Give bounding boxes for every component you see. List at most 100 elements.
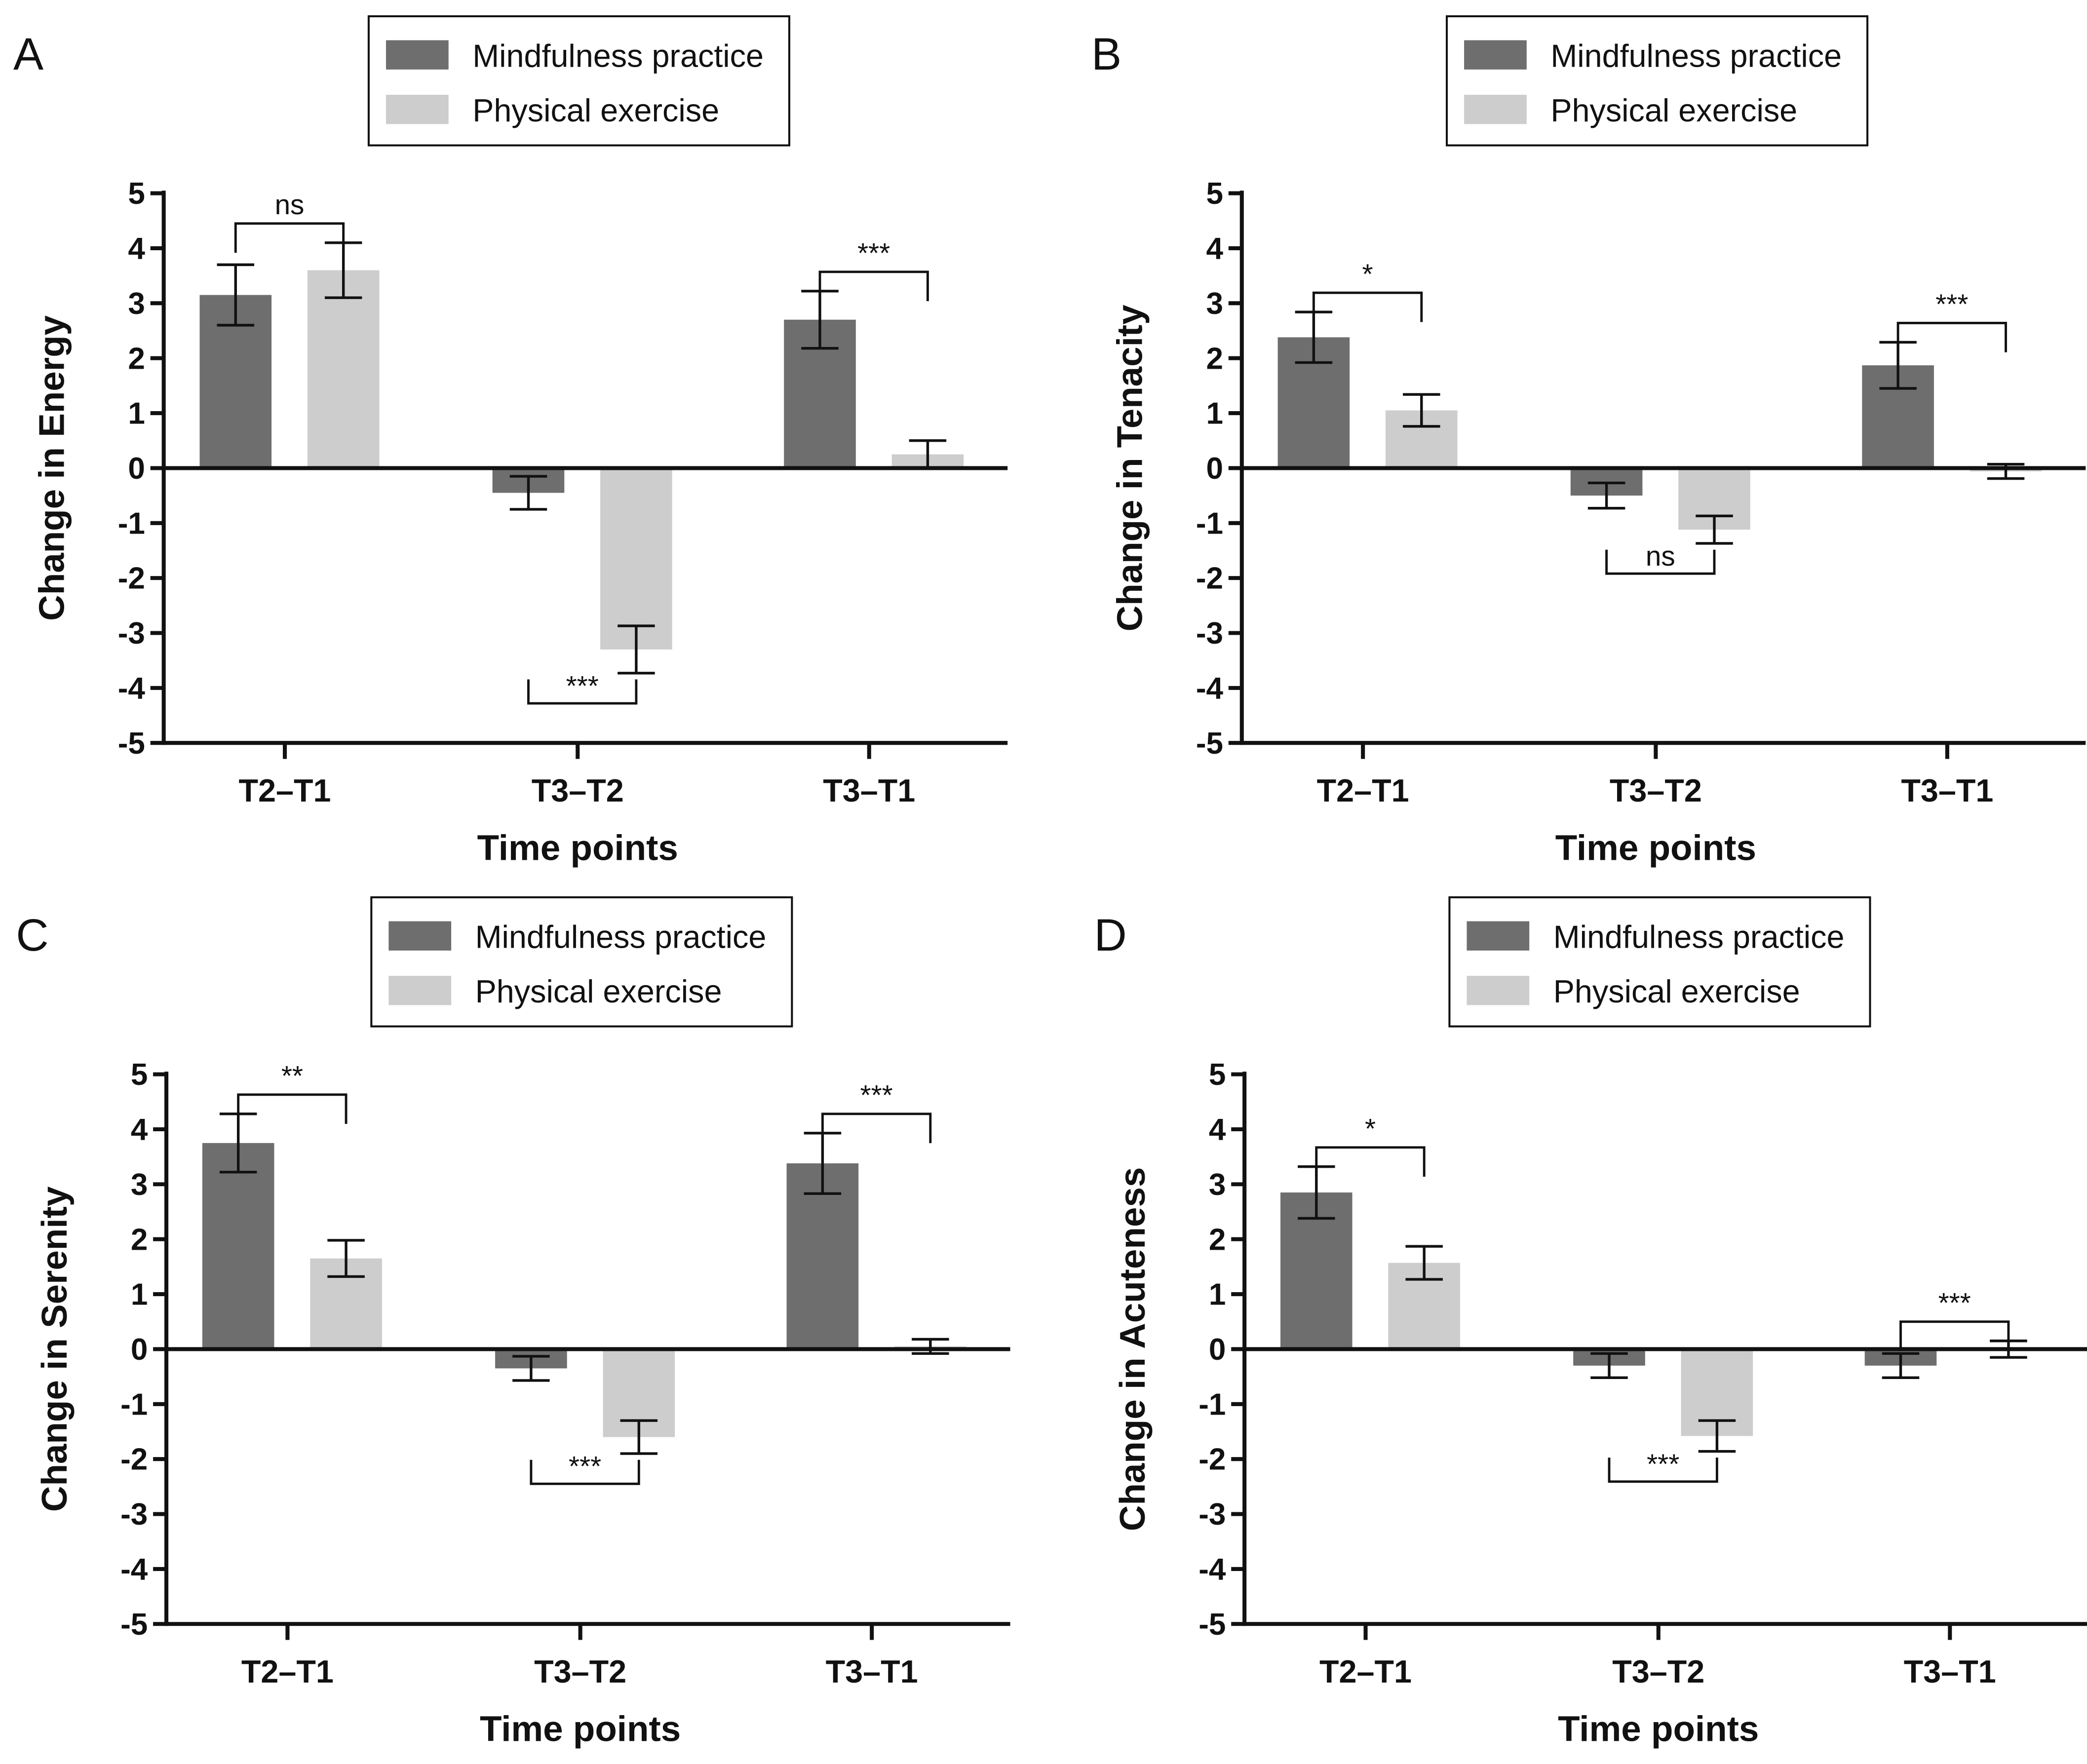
x-tick-label: T3–T1 <box>1904 1653 1996 1689</box>
significance-bracket <box>1315 1146 1426 1177</box>
y-tick-label: -4 <box>118 671 146 705</box>
legend-label-mindfulness: Mindfulness practice <box>1550 38 1842 74</box>
y-tick-label: -5 <box>1198 1608 1226 1642</box>
y-tick-label: 4 <box>128 232 145 266</box>
y-tick-label: 0 <box>131 1333 148 1367</box>
y-tick-label: -2 <box>1196 562 1223 596</box>
significance-bracket <box>527 679 638 705</box>
panel-b: B Mindfulness practice Physical exercise 5 4… <box>1091 15 2086 868</box>
y-tick-label: 4 <box>1206 232 1224 266</box>
legend-box <box>370 896 793 1028</box>
y-tick-label: 1 <box>128 397 145 431</box>
y-tick-label: 2 <box>1209 1223 1226 1257</box>
y-tick-label: 0 <box>1209 1333 1226 1367</box>
legend-box <box>1448 896 1871 1028</box>
significance-label: ns <box>1646 540 1675 572</box>
x-tick-label: T2–T1 <box>1317 772 1409 808</box>
y-tick-label: -5 <box>120 1608 148 1642</box>
significance-bracket <box>237 1093 348 1124</box>
y-tick-label: -1 <box>118 506 145 540</box>
y-tick-label: 2 <box>131 1223 148 1257</box>
y-tick-label: -5 <box>118 727 145 761</box>
significance-label: *** <box>857 237 890 268</box>
legend-label-mindfulness: Mindfulness practice <box>472 38 764 74</box>
legend-swatch-physical <box>1464 95 1527 124</box>
y-axis-title: Change in Energy <box>32 315 72 620</box>
y-tick-label: 1 <box>131 1278 148 1312</box>
significance-bracket <box>1608 1457 1718 1483</box>
legend-swatch-mindfulness <box>388 921 452 951</box>
y-tick-label: -1 <box>1198 1387 1226 1421</box>
legend-label-mindfulness: Mindfulness practice <box>475 919 767 955</box>
significance-bracket <box>1899 1320 2010 1351</box>
y-tick-label: -3 <box>1196 616 1223 651</box>
legend: Mindfulness practice Physical exercise <box>367 15 791 147</box>
y-tick-label: -2 <box>120 1443 148 1477</box>
y-tick-label: 5 <box>1209 1058 1226 1092</box>
significance-bracket <box>1896 321 2007 352</box>
x-axis-title: Time points <box>480 1709 681 1749</box>
significance-label: *** <box>1938 1287 1971 1318</box>
legend-swatch-physical <box>1467 976 1530 1005</box>
y-tick-label: 5 <box>128 177 145 211</box>
legend-label-physical: Physical exercise <box>472 92 719 128</box>
legend-swatch-mindfulness <box>1467 921 1530 951</box>
bar-physical <box>600 468 672 650</box>
y-tick-label: 3 <box>128 287 145 321</box>
significance-label: ** <box>281 1060 303 1091</box>
y-tick-label: 2 <box>128 342 145 376</box>
x-tick-label: T2–T1 <box>239 772 331 808</box>
y-tick-label: 2 <box>1206 342 1223 376</box>
y-tick-label: -3 <box>1198 1497 1226 1532</box>
significance-label: *** <box>1935 289 1968 320</box>
panel-c: C Mindfulness practice Physical exercise 5 4… <box>16 896 1010 1749</box>
panel-d: D Mindfulness practice Physical exercise 5 4… <box>1094 896 2087 1749</box>
y-tick-label: -5 <box>1196 727 1223 761</box>
x-tick-label: T3–T2 <box>534 1653 626 1689</box>
legend: Mindfulness practice Physical exercise <box>1448 896 1871 1028</box>
significance-bracket <box>818 270 929 302</box>
panel-letter: D <box>1094 910 1126 960</box>
y-tick-label: 5 <box>1206 177 1223 211</box>
significance-label: *** <box>566 670 599 701</box>
x-tick-label: T3–T2 <box>1610 772 1702 808</box>
y-tick-label: -1 <box>120 1387 148 1421</box>
legend-swatch-mindfulness <box>386 40 449 70</box>
y-tick-label: -4 <box>1198 1552 1226 1586</box>
y-tick-label: -1 <box>1196 506 1223 540</box>
y-tick-label: -2 <box>118 562 145 596</box>
y-tick-label: -3 <box>118 616 145 651</box>
significance-bracket <box>1605 549 1716 575</box>
panel-letter: B <box>1091 29 1121 79</box>
legend-label-physical: Physical exercise <box>1550 92 1797 128</box>
legend: Mindfulness practice Physical exercise <box>1445 15 1869 147</box>
y-tick-label: -2 <box>1198 1443 1226 1477</box>
panel-letter: C <box>16 910 48 960</box>
significance-label: *** <box>1647 1449 1679 1480</box>
legend: Mindfulness practice Physical exercise <box>370 896 793 1028</box>
y-tick-label: 5 <box>131 1058 148 1092</box>
panel-letter: A <box>13 29 43 79</box>
y-tick-label: -4 <box>1196 671 1224 705</box>
x-axis-title: Time points <box>1555 828 1756 868</box>
y-tick-label: -4 <box>120 1552 148 1586</box>
significance-bracket <box>821 1112 932 1144</box>
significance-bracket <box>530 1459 640 1485</box>
legend-swatch-mindfulness <box>1464 40 1527 70</box>
significance-bracket <box>234 222 345 253</box>
y-axis-title: Change in Serenity <box>35 1186 75 1512</box>
x-tick-label: T2–T1 <box>1319 1653 1412 1689</box>
x-tick-label: T3–T2 <box>1612 1653 1704 1689</box>
legend-swatch-physical <box>388 976 452 1005</box>
y-tick-label: 1 <box>1209 1278 1226 1312</box>
significance-label: ns <box>275 189 305 220</box>
legend-label-physical: Physical exercise <box>1553 973 1800 1009</box>
x-tick-label: T3–T1 <box>1901 772 1993 808</box>
legend-box <box>367 15 791 147</box>
legend-label-mindfulness: Mindfulness practice <box>1553 919 1845 955</box>
y-tick-label: 3 <box>1209 1168 1226 1202</box>
panel-a: A Mindfulness practice Physical exercise 5 4… <box>13 15 1008 868</box>
y-tick-label: 0 <box>1206 452 1223 486</box>
y-axis-title: Change in Tenacity <box>1110 305 1150 632</box>
